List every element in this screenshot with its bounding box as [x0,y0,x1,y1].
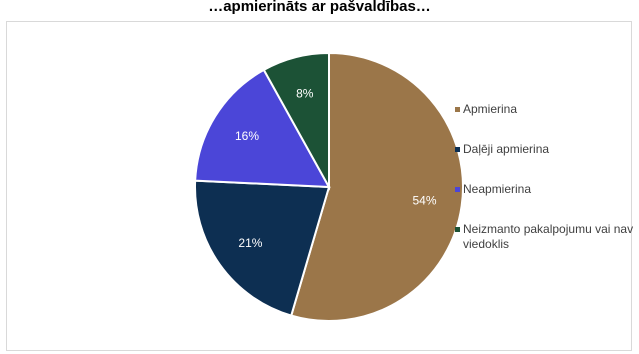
legend-item-daleji-apmierina: Daļēji apmierina [455,142,635,157]
legend-item-neizmanto: Neizmanto pakalpojumu vai nav viedoklis [455,222,635,252]
legend-swatch [455,187,460,192]
pie-slice-neapmierina [194,68,331,189]
data-label-neizmanto: 8% [296,87,314,101]
data-label-apmierina: 54% [412,194,436,208]
pie-slice-neizmanto [262,51,330,191]
legend-swatch [455,107,460,112]
legend-swatch [455,227,460,232]
legend-label: Neizmanto pakalpojumu vai nav viedoklis [463,222,634,251]
pie-slice-daleji-apmierina [194,179,331,317]
data-label-daleji-apmierina: 21% [238,236,262,250]
chart-title: …apmierināts ar pašvaldības… [208,0,431,15]
legend-label: Neapmierina [463,182,532,196]
legend: Apmierina Daļēji apmierina Neapmierina N… [455,102,635,252]
legend-item-neapmierina: Neapmierina [455,182,635,197]
pie-slice-apmierina [290,51,464,322]
legend-label: Apmierina [463,102,518,116]
data-label-neapmierina: 16% [235,129,259,143]
legend-item-apmierina: Apmierina [455,102,635,117]
legend-swatch [455,147,460,152]
legend-label: Daļēji apmierina [463,142,550,156]
